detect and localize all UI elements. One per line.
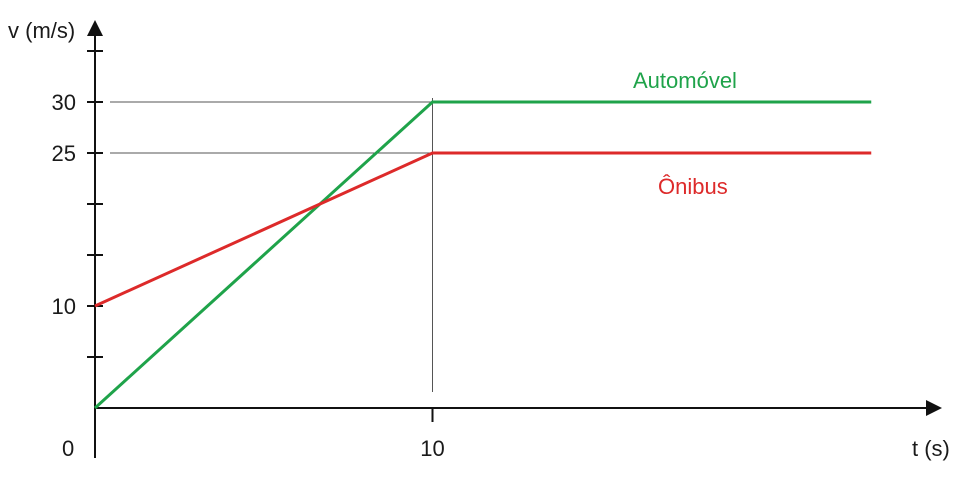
series-label-automovel: Automóvel xyxy=(633,68,737,93)
y-tick-label: 10 xyxy=(52,294,76,319)
guide-lines xyxy=(110,98,434,422)
y-ticks: 10 25 30 xyxy=(52,50,103,358)
x-tick-label: 10 xyxy=(420,436,444,461)
x-axis-label: t (s) xyxy=(912,436,950,461)
axes xyxy=(87,20,942,458)
x-ticks: 10 xyxy=(420,436,444,461)
y-axis-arrow xyxy=(87,20,103,36)
y-tick-label: 30 xyxy=(52,90,76,115)
x-axis-arrow xyxy=(926,400,942,416)
series-label-onibus: Ônibus xyxy=(658,174,728,199)
series-line-automovel xyxy=(93,100,872,410)
series-lines xyxy=(93,100,872,410)
y-axis-label: v (m/s) xyxy=(8,18,75,43)
origin-label: 0 xyxy=(62,436,74,461)
y-tick-label: 25 xyxy=(52,141,76,166)
series-line-onibus xyxy=(94,151,872,308)
